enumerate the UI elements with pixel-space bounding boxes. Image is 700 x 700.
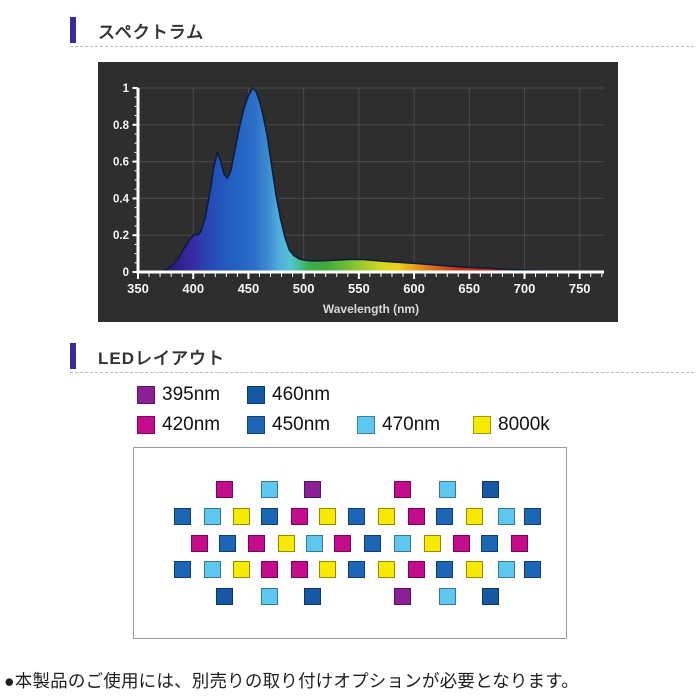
led-470nm bbox=[498, 561, 515, 578]
legend-item-450nm: 450nm bbox=[247, 414, 357, 436]
spectrum-chart: 350 400 450 500 550 600 650 700 750 0 0.2 0.4 0.6 0.8… bbox=[98, 62, 618, 322]
led-450nm bbox=[219, 535, 236, 552]
svg-text:600: 600 bbox=[403, 281, 425, 296]
legend-item-470nm: 470nm bbox=[357, 414, 473, 436]
svg-text:0.8: 0.8 bbox=[113, 120, 130, 132]
led-8000k bbox=[233, 508, 250, 525]
led-450nm bbox=[348, 561, 365, 578]
led-470nm bbox=[261, 481, 278, 498]
svg-text:700: 700 bbox=[514, 281, 536, 296]
led-8000k bbox=[278, 535, 295, 552]
led-460nm bbox=[304, 588, 321, 605]
svg-text:750: 750 bbox=[569, 281, 591, 296]
led-470nm bbox=[306, 535, 323, 552]
led-420nm bbox=[408, 561, 425, 578]
led-layout-box bbox=[133, 447, 567, 639]
led-395nm bbox=[394, 588, 411, 605]
svg-text:400: 400 bbox=[182, 281, 204, 296]
led-420nm bbox=[394, 481, 411, 498]
led-395nm bbox=[304, 481, 321, 498]
led-420nm bbox=[334, 535, 351, 552]
svg-text:500: 500 bbox=[293, 281, 315, 296]
led-8000k bbox=[466, 508, 483, 525]
led-470nm bbox=[394, 535, 411, 552]
led-470nm bbox=[204, 508, 221, 525]
led-460nm bbox=[482, 588, 499, 605]
led-420nm bbox=[261, 561, 278, 578]
led-450nm bbox=[261, 508, 278, 525]
led-450nm bbox=[364, 535, 381, 552]
legend-label: 395nm bbox=[162, 384, 221, 405]
legend-item-420nm: 420nm bbox=[137, 414, 247, 436]
legend-label: 420nm bbox=[162, 414, 221, 435]
led-8000k bbox=[319, 561, 336, 578]
legend-swatch-450nm bbox=[247, 416, 265, 434]
led-420nm bbox=[408, 508, 425, 525]
led-420nm bbox=[191, 535, 208, 552]
led-420nm bbox=[291, 508, 308, 525]
legend-row: 395nm 460nm bbox=[137, 380, 597, 410]
legend-label: 470nm bbox=[382, 414, 441, 435]
led-460nm bbox=[482, 481, 499, 498]
svg-text:1: 1 bbox=[123, 83, 130, 95]
legend-swatch-395nm bbox=[137, 386, 155, 404]
led-8000k bbox=[424, 535, 441, 552]
led-450nm bbox=[481, 535, 498, 552]
legend-label: 450nm bbox=[272, 414, 331, 435]
led-8000k bbox=[319, 508, 336, 525]
led-420nm bbox=[511, 535, 528, 552]
section-header-led-layout: LEDレイアウト bbox=[70, 340, 694, 373]
led-420nm bbox=[216, 481, 233, 498]
led-450nm bbox=[524, 561, 541, 578]
led-470nm bbox=[439, 481, 456, 498]
led-450nm bbox=[436, 508, 453, 525]
svg-text:Wavelength (nm): Wavelength (nm) bbox=[323, 302, 419, 316]
led-450nm bbox=[174, 561, 191, 578]
svg-text:0.2: 0.2 bbox=[113, 230, 129, 242]
led-450nm bbox=[524, 508, 541, 525]
led-420nm bbox=[291, 561, 308, 578]
svg-text:650: 650 bbox=[458, 281, 480, 296]
legend-item-8000k: 8000k bbox=[473, 414, 550, 436]
legend-swatch-420nm bbox=[137, 416, 155, 434]
svg-text:0: 0 bbox=[123, 267, 129, 279]
section-header-spectrum: スペクトラム bbox=[70, 14, 694, 47]
led-420nm bbox=[453, 535, 470, 552]
led-8000k bbox=[466, 561, 483, 578]
legend-label: 460nm bbox=[272, 384, 331, 405]
footer-note: ●本製品のご使用には、別売りの取り付けオプションが必要となります。 bbox=[4, 671, 579, 691]
legend-row: 420nm 450nm 470nm 8000k bbox=[137, 410, 597, 440]
led-8000k bbox=[378, 561, 395, 578]
led-470nm bbox=[498, 508, 515, 525]
spectrum-chart-svg: 350 400 450 500 550 600 650 700 750 0 0.2 0.4 0.6 0.8… bbox=[98, 62, 618, 322]
legend-item-395nm: 395nm bbox=[137, 384, 247, 406]
led-470nm bbox=[439, 588, 456, 605]
section-title-led-layout: LEDレイアウト bbox=[98, 348, 225, 368]
accent-bar bbox=[70, 17, 76, 43]
led-8000k bbox=[233, 561, 250, 578]
svg-text:0.6: 0.6 bbox=[113, 157, 129, 169]
svg-text:350: 350 bbox=[127, 281, 149, 296]
led-470nm bbox=[204, 561, 221, 578]
legend-label: 8000k bbox=[498, 414, 550, 435]
svg-text:0.4: 0.4 bbox=[113, 193, 130, 205]
legend-item-460nm: 460nm bbox=[247, 384, 330, 406]
section-title-spectrum: スペクトラム bbox=[98, 22, 205, 42]
legend-swatch-460nm bbox=[247, 386, 265, 404]
legend-swatch-8000k bbox=[473, 416, 491, 434]
led-450nm bbox=[436, 561, 453, 578]
svg-text:550: 550 bbox=[348, 281, 370, 296]
led-8000k bbox=[378, 508, 395, 525]
led-legend: 395nm 460nm 420nm 450nm 470nm 8000k bbox=[137, 380, 597, 440]
svg-text:450: 450 bbox=[238, 281, 260, 296]
legend-swatch-470nm bbox=[357, 416, 375, 434]
led-450nm bbox=[174, 508, 191, 525]
led-450nm bbox=[348, 508, 365, 525]
led-470nm bbox=[261, 588, 278, 605]
accent-bar bbox=[70, 343, 76, 369]
led-420nm bbox=[248, 535, 265, 552]
led-460nm bbox=[216, 588, 233, 605]
